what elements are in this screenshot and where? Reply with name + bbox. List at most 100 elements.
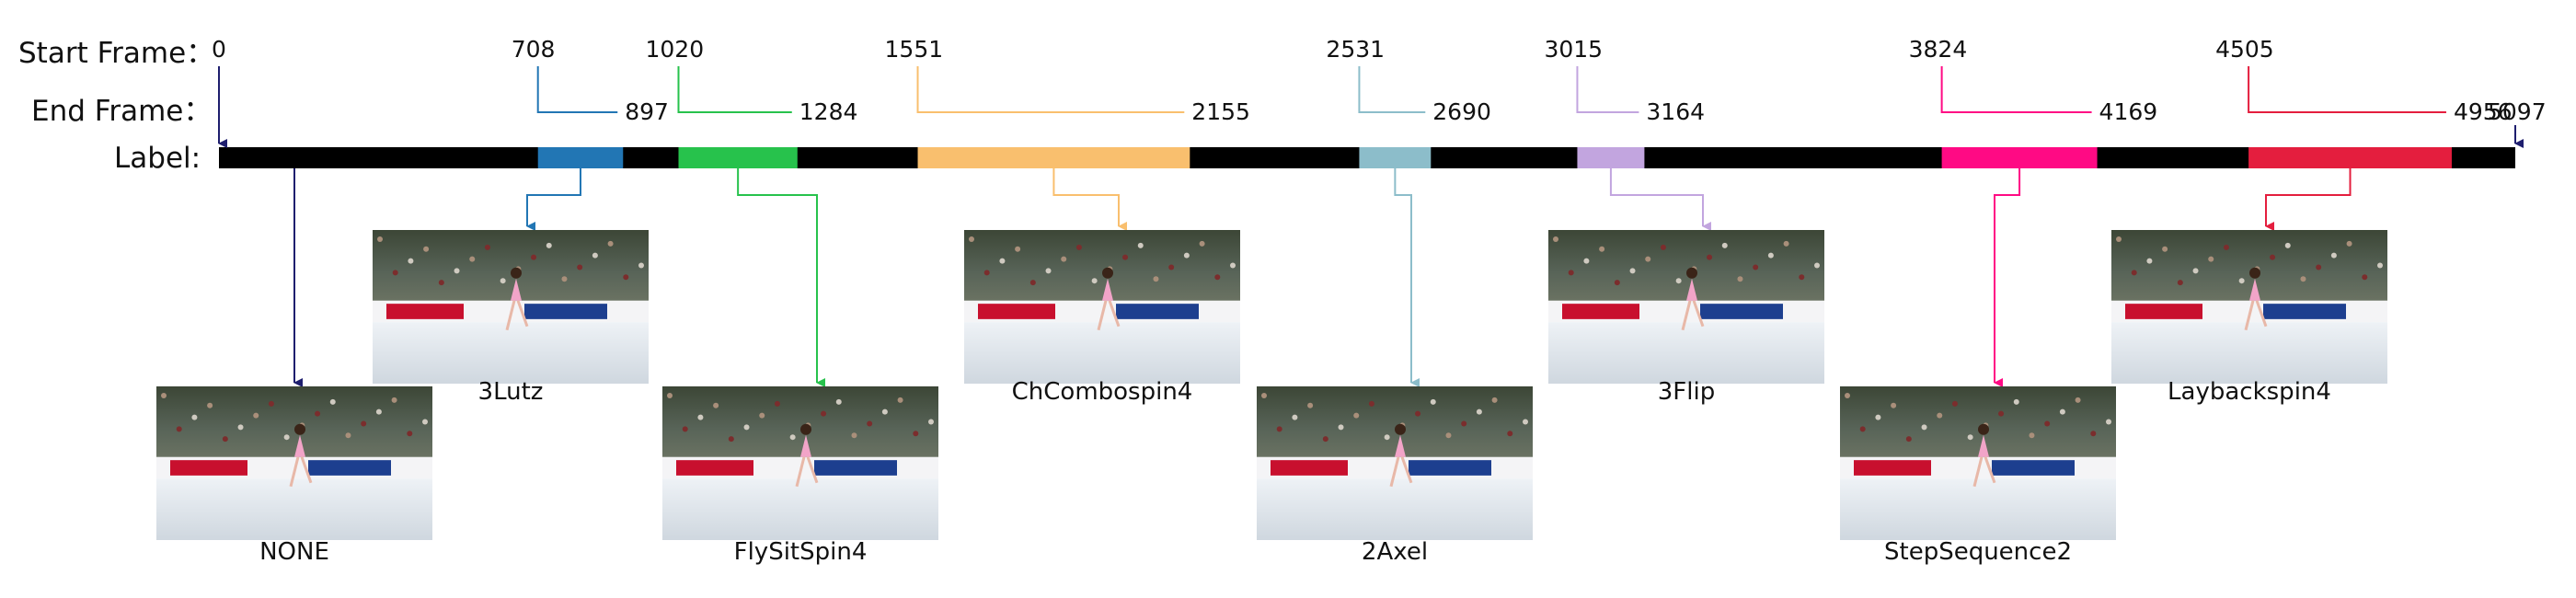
thumbnail-spectator	[1276, 426, 1282, 432]
segment-bracket	[916, 66, 1185, 113]
thumbnail-spectator	[1921, 424, 1927, 431]
segment-connector	[1394, 168, 1420, 387]
thumbnail-crowd	[662, 386, 938, 457]
none-thumbnail-spectator	[191, 414, 198, 420]
thumbnail-crowd	[2111, 230, 2387, 301]
thumbnail-skater-dress	[2249, 278, 2260, 301]
thumbnail-spectator	[682, 426, 688, 432]
none-thumbnail-spectator	[329, 398, 336, 405]
thumbnail-sponsor-panel	[676, 460, 753, 476]
thumbnail-skater-leg	[1972, 456, 1984, 488]
thumbnail-spectator	[2013, 398, 2019, 405]
thumbnail-spectator	[2377, 262, 2383, 269]
thumbnail-spectator	[1415, 410, 1421, 417]
thumbnail-spectator	[1476, 408, 1482, 415]
thumbnail-spectator	[1199, 240, 1205, 247]
none-thumbnail-crowd	[156, 386, 432, 457]
thumbnail-spectator	[743, 424, 750, 431]
thumbnail-spectator	[1707, 254, 1713, 260]
thumbnail-spectator	[1859, 426, 1866, 432]
thumbnail-spectator	[999, 258, 1006, 264]
thumbnail-spectator	[1967, 434, 1973, 441]
thumbnail-spectator	[2270, 254, 2276, 260]
thumbnail-spectator	[2208, 256, 2214, 262]
thumbnail-spectator	[2346, 240, 2352, 247]
segment-connector	[1994, 168, 2021, 387]
segment-bracket	[536, 66, 618, 113]
thumbnail-ice	[662, 478, 938, 540]
thumbnail-spectator	[2044, 420, 2051, 427]
thumbnail-spectator	[1491, 397, 1498, 403]
thumbnail-spectator	[1799, 274, 1805, 281]
thumbnail-spectator	[983, 270, 990, 276]
thumbnail-spectator	[1845, 393, 1850, 398]
segment-start-frame: 4505	[2215, 36, 2274, 63]
thumbnail-sponsor-panel	[814, 460, 897, 476]
thumbnail-skater-leg	[795, 456, 806, 488]
end-frame-row-label: End Frame：	[31, 95, 212, 128]
thumbnail-spectator	[913, 431, 919, 437]
thumbnail-spectator	[1998, 410, 2005, 417]
none-thumbnail-spectator	[283, 434, 290, 441]
segment-action-label: Laybackspin4	[2168, 378, 2331, 406]
thumbnail-ice	[2111, 322, 2387, 384]
thumbnail-sponsor-panel	[2125, 304, 2202, 319]
segment-action-label: 2Axel	[1362, 538, 1428, 566]
thumbnail-spectator	[928, 419, 934, 425]
none-thumbnail-sponsor-panel	[170, 460, 247, 476]
segment-FlySitSpin4: 1020 1284 FlySitSpin4	[645, 36, 938, 566]
thumbnail-spectator	[2090, 431, 2097, 437]
segment-end-frame: 2690	[1432, 98, 1491, 125]
thumbnail-skater-head	[1102, 267, 1113, 279]
thumbnail-spectator	[713, 402, 719, 408]
thumbnail-spectator	[2116, 236, 2122, 242]
segment-end-frame: 2155	[1191, 98, 1250, 125]
none-thumbnail-spectator	[176, 426, 182, 432]
segment-action-label: StepSequence2	[1884, 538, 2072, 566]
segment-layer: 708 897 3Lutz 1020 1284 FlySitSpin4 1551 2155 Ch…	[373, 36, 2513, 566]
segment-Laybackspin4: 4505 4956 Laybackspin4	[2111, 36, 2513, 406]
thumbnail-spectator	[667, 393, 673, 398]
thumbnail-sponsor-panel	[1116, 304, 1199, 319]
none-thumbnail-spectator	[268, 400, 274, 407]
thumbnail-sponsor-panel	[1992, 460, 2075, 476]
thumbnail-spectator	[1015, 246, 1021, 252]
thumbnail-spectator	[851, 432, 857, 439]
thumbnail-sponsor-panel	[1700, 304, 1783, 319]
thumbnail-spectator	[2223, 244, 2229, 250]
thumbnail-spectator	[500, 278, 506, 284]
segment-bracket	[677, 66, 792, 113]
thumbnail-spectator	[561, 276, 568, 282]
thumbnail-skater-dress	[1102, 278, 1113, 301]
thumbnail-spectator	[1168, 264, 1175, 270]
thumbnail-crowd	[1257, 386, 1533, 457]
thumbnail-spectator	[2300, 276, 2306, 282]
thumbnail-crowd	[964, 230, 1240, 301]
none-thumbnail-spectator	[375, 408, 382, 415]
thumbnail-skater-head	[2249, 267, 2260, 279]
thumbnail-spectator	[2059, 408, 2065, 415]
thumbnail-spectator	[592, 252, 598, 259]
first-frame-number: 0	[212, 36, 226, 63]
thumbnail-spectator	[1214, 274, 1221, 281]
thumbnail-skater-head	[1686, 267, 1697, 279]
thumbnail-spectator	[623, 274, 629, 281]
thumbnail-spectator	[2316, 264, 2322, 270]
none-thumbnail-spectator	[315, 410, 321, 417]
thumbnail-skater-dress	[800, 434, 811, 457]
none-thumbnail-skater-dress	[294, 434, 305, 457]
segment-start-frame: 1020	[645, 36, 704, 63]
segment-action-label: ChCombospin4	[1012, 378, 1193, 406]
segment-ChCombospin4: 1551 2155 ChCombospin4	[885, 36, 1250, 406]
thumbnail-spectator	[728, 436, 734, 443]
thumbnail-spectator	[1230, 262, 1236, 269]
thumbnail-spectator	[1075, 244, 1082, 250]
thumbnail-spectator	[1614, 280, 1620, 286]
thumbnail-spectator	[2192, 268, 2199, 274]
segment-start-frame: 3824	[1909, 36, 1968, 63]
thumbnail-spectator	[1307, 402, 1314, 408]
segment-end-frame: 897	[625, 98, 669, 125]
thumbnail-spectator	[454, 268, 460, 274]
thumbnail-spectator	[1951, 400, 1958, 407]
thumbnail-spectator	[1553, 236, 1558, 242]
